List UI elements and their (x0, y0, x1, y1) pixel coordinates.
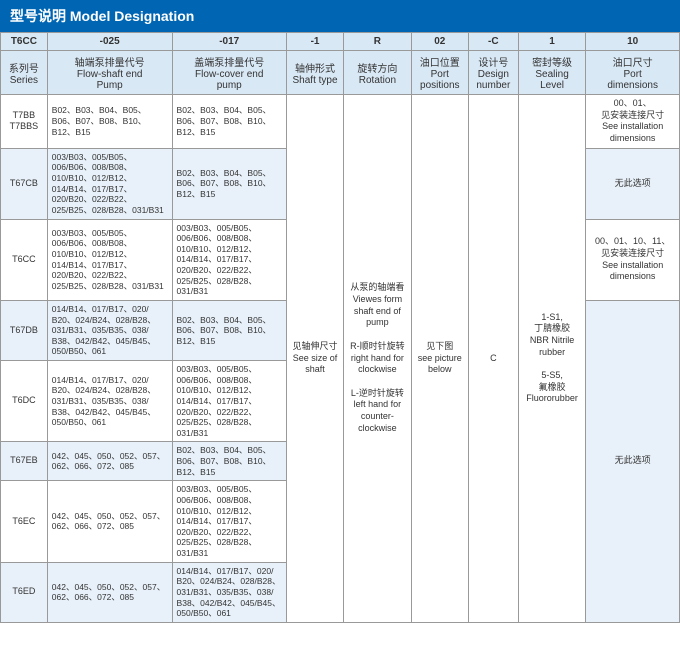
cell-series: T67DB (1, 300, 48, 360)
h2-portdim: 油口尺寸Portdimensions (586, 51, 680, 95)
h1-seal: 1 (518, 33, 586, 51)
cell-flowshaft: 003/B03、005/B05、006/B06、008/B08、010/B10、… (47, 219, 172, 300)
cell-flowshaft: 014/B14、017/B17、020/ B20、024/B24、028/B28… (47, 300, 172, 360)
cell-series: T7BBT7BBS (1, 95, 48, 149)
cell-flowshaft: B02、B03、B04、B05、B06、B07、B08、B10、B12、B15 (47, 95, 172, 149)
cell-flowcover: B02、B03、B04、B05、B06、B07、B08、B10、B12、B15 (172, 148, 286, 219)
h1-017: -017 (172, 33, 286, 51)
cell-rotation: 从泵的轴端看Viewes formshaft end ofpumpR-顺时针旋转… (344, 95, 412, 623)
cell-flowcover: 014/B14、017/B17、020/ B20、024/B24、028/B28… (172, 562, 286, 622)
h2-shaft: 轴伸形式Shaft type (286, 51, 343, 95)
cell-flowcover: 003/B03、005/B05、006/B06、008/B08、010/B10、… (172, 219, 286, 300)
h2-flowcover: 盖端泵排量代号Flow-cover endpump (172, 51, 286, 95)
h2-rotation: 旋转方向Rotation (344, 51, 412, 95)
cell-sealing: 1-S1,丁腈橡胶NBR Nitrilerubber5-S5,氟橡胶Fluoro… (518, 95, 586, 623)
h1-025: -025 (47, 33, 172, 51)
cell-shafttype: 见轴伸尺寸See size ofshaft (286, 95, 343, 623)
h2-design: 设计号Designnumber (468, 51, 518, 95)
cell-flowshaft: 003/B03、005/B05、006/B06、008/B08、010/B10、… (47, 148, 172, 219)
h2-flowshaft: 轴端泵排量代号Flow-shaft endPump (47, 51, 172, 95)
header-row-1: T6CC -025 -017 -1 R 02 -C 1 10 (1, 33, 680, 51)
cell-series: T6CC (1, 219, 48, 300)
cell-portdim: 00、01、10、11、见安装连接尺寸See installationdimen… (586, 219, 680, 300)
table-row: T7BBT7BBS B02、B03、B04、B05、B06、B07、B08、B1… (1, 95, 680, 149)
cell-series: T6EC (1, 481, 48, 562)
cell-designnum: C (468, 95, 518, 623)
h1-series: T6CC (1, 33, 48, 51)
cell-series: T67CB (1, 148, 48, 219)
cell-flowcover: B02、B03、B04、B05、B06、B07、B08、B10、B12、B15 (172, 300, 286, 360)
cell-portdim: 无此选项 (586, 148, 680, 219)
cell-flowshaft: 014/B14、017/B17、020/ B20、024/B24、028/B28… (47, 361, 172, 442)
cell-series: T6DC (1, 361, 48, 442)
h1-1: -1 (286, 33, 343, 51)
cell-flowcover: B02、B03、B04、B05、B06、B07、B08、B10、B12、B15 (172, 442, 286, 481)
cell-flowcover: 003/B03、005/B05、006/B06、008/B08、010/B10、… (172, 361, 286, 442)
cell-flowcover: 003/B03、005/B05、006/B06、008/B08、010/B10、… (172, 481, 286, 562)
cell-series: T67EB (1, 442, 48, 481)
h1-c: -C (468, 33, 518, 51)
h1-02: 02 (411, 33, 468, 51)
cell-series: T6ED (1, 562, 48, 622)
cell-flowcover: B02、B03、B04、B05、B06、B07、B08、B10、B12、B15 (172, 95, 286, 149)
header-row-2: 系列号Series 轴端泵排量代号Flow-shaft endPump 盖端泵排… (1, 51, 680, 95)
cell-portdim: 00、01、见安装连接尺寸See installationdimensions (586, 95, 680, 149)
cell-flowshaft: 042、045、050、052、057、062、066、072、085 (47, 442, 172, 481)
cell-portdim: 无此选项 (586, 300, 680, 622)
designation-table: T6CC -025 -017 -1 R 02 -C 1 10 系列号Series… (0, 32, 680, 623)
cell-flowshaft: 042、045、050、052、057、062、066、072、085 (47, 481, 172, 562)
h2-port: 油口位置Portpositions (411, 51, 468, 95)
h2-series: 系列号Series (1, 51, 48, 95)
cell-portpos: 见下图see picturebelow (411, 95, 468, 623)
title-bar: 型号说明 Model Designation (0, 0, 680, 32)
h1-r: R (344, 33, 412, 51)
h1-10: 10 (586, 33, 680, 51)
h2-sealing: 密封等级SealingLevel (518, 51, 586, 95)
cell-flowshaft: 042、045、050、052、057、062、066、072、085 (47, 562, 172, 622)
